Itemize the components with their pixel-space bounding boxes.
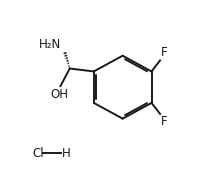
Text: F: F <box>161 46 167 59</box>
Text: H: H <box>62 146 71 160</box>
Text: H₂N: H₂N <box>39 38 61 51</box>
Text: F: F <box>161 115 167 128</box>
Text: OH: OH <box>51 88 69 101</box>
Text: Cl: Cl <box>33 146 44 160</box>
